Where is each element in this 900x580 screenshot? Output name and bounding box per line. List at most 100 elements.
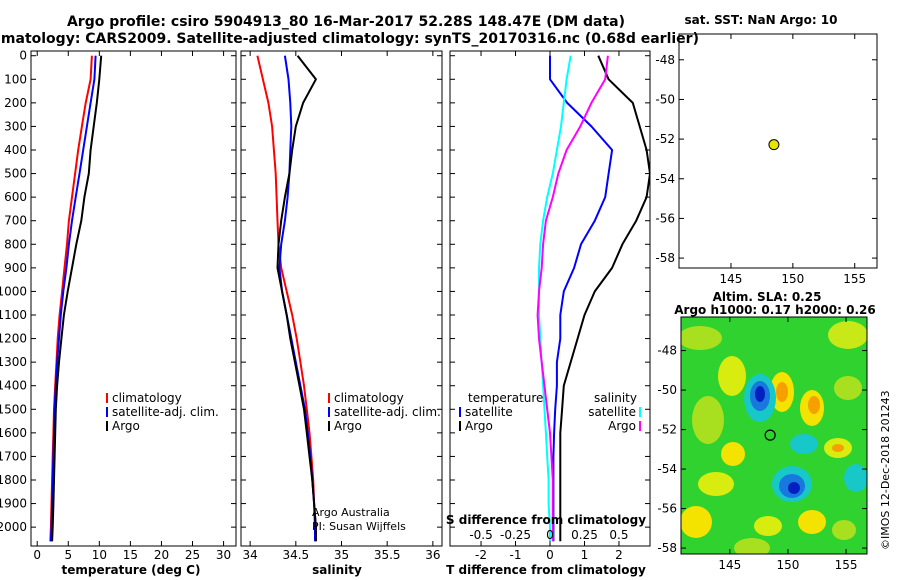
difference-temp-legend-label: satellite [465,405,513,419]
salinity-legend-swatch [328,421,330,431]
salinity-line-climatology [256,55,317,542]
sla-anomaly-blobs [681,321,867,554]
credit-line1: Argo Australia [312,506,390,519]
salinity-legend-label: climatology [334,391,404,405]
figure-title-line1: Argo profile: csiro 5904913_80 16-Mar-20… [67,14,625,30]
difference-legend: temperaturesatelliteArgosalinitysatellit… [459,391,641,433]
sla-map-y-tick-label: -54 [657,462,677,476]
depth-tick-label: 1200 [0,332,27,346]
sla-blob [681,506,712,538]
salinity-legend-swatch [328,393,330,403]
sla-map-title-line2: Argo h1000: 0.17 h2000: 0.26 [674,303,875,317]
sla-blob [832,520,856,540]
temperature-x-tick-label: 15 [123,548,138,562]
depth-tick-label: 700 [4,214,27,228]
sst-map-y-tick-label: -48 [655,53,675,67]
difference-sal-legend-label: Argo [608,419,636,433]
depth-tick-label: 300 [4,119,27,133]
salinity-x-label: salinity [312,563,362,577]
difference-line-temperature-satellite [549,55,614,542]
sla-blob [828,321,867,349]
difference-top-tick-label: -0.5 [469,528,492,542]
sla-blob [788,482,800,494]
sla-map-frame [680,316,868,555]
sla-map-y-tick-label: -56 [657,502,677,516]
sst-map-y-tick-label: -52 [655,132,675,146]
sst-map-x-tick-label: 150 [781,272,804,286]
temperature-legend-label: Argo [112,419,140,433]
temperature-x-tick-label: 30 [216,548,231,562]
temperature-series [49,55,103,542]
depth-tick-label: 2000 [0,520,27,534]
sla-map-panel: Altim. SLA: 0.25 Argo h1000: 0.17 h2000:… [657,290,892,572]
depth-tick-label: 600 [4,190,27,204]
temperature-x-tick-label: 5 [64,548,72,562]
temperature-x-tick-label: 10 [92,548,107,562]
sla-blob [721,442,745,466]
figure-title-line2: Climatology: CARS2009. Satellite-adjuste… [0,31,699,47]
depth-tick-label: 1900 [0,497,27,511]
sla-blob [844,464,867,492]
difference-legend-title: temperature [468,391,543,405]
temperature-legend-swatch [106,407,108,417]
temperature-legend-swatch [106,421,108,431]
difference-x-tick-label: -2 [475,548,487,562]
sst-map-y-tick-label: -58 [655,251,675,265]
salinity-x-ticks: 34 34.5 35 35.5 36 [241,51,442,562]
sla-blob [718,356,746,396]
sla-map-y-tick-label: -48 [657,344,677,358]
depth-tick-label: 900 [4,261,27,275]
sst-map-x-tick-label: 155 [843,272,866,286]
difference-axes-frame [449,50,651,547]
salinity-legend-label: Argo [334,419,362,433]
difference-sal-legend-swatch [639,407,641,417]
depth-tick-label: 1100 [0,308,27,322]
temperature-line-satellite-adj-clim- [49,55,97,542]
difference-temp-legend-swatch [459,421,461,431]
temperature-x-tick-label: 25 [185,548,200,562]
sst-map-marks [768,139,780,151]
sla-blob [834,376,862,400]
salinity-x-tick-label: 34.5 [282,548,309,562]
difference-x-label: T difference from climatology [446,563,646,577]
sst-map-panel: sat. SST: NaN Argo: 10 145 150 155 -48 -50 -5… [655,13,878,286]
sla-blob [754,516,782,536]
temperature-x-label: temperature (deg C) [62,563,201,577]
depth-tick-label: 1600 [0,426,27,440]
salinity-legend-swatch [328,407,330,417]
sla-map-ticks: 145 150 155 -48 -50 -52 -54 -56 -58 [657,317,867,572]
sla-map-x-tick-label: 145 [718,558,741,572]
depth-tick-labels: 0 100 200 300 400 500 600 700 800 900 1000 1100 1200… [0,49,27,534]
depth-tick-label: 800 [4,237,27,251]
salinity-panel: 34 34.5 35 35.5 36 salinity climatologysatel… [240,50,443,577]
salinity-x-tick-label: 34 [242,548,257,562]
sla-map-marks [764,429,776,441]
difference-x-tick-label: 2 [615,548,623,562]
sla-blob [698,472,734,496]
sst-map-ticks: 145 150 155 -48 -50 -52 -54 -56 -58 [655,34,877,286]
sst-map-x-tick-label: 145 [720,272,743,286]
sst-map-frame [678,33,878,269]
difference-temp-legend-label: Argo [465,419,493,433]
sst-map-y-tick-label: -56 [655,211,675,225]
depth-tick-label: 400 [4,143,27,157]
sla-map-float-marker [764,429,776,441]
sla-blob [681,326,722,350]
difference-line-salinity-argo [536,55,609,542]
sla-map-x-tick-label: 155 [835,558,858,572]
difference-legend-title: salinity [594,391,637,405]
depth-tick-label: 1400 [0,379,27,393]
difference-top-tick-label: -0.25 [500,528,531,542]
salinity-series [256,55,317,542]
depth-tick-label: 1500 [0,402,27,416]
temperature-x-tick-label: 0 [33,548,41,562]
credit-line2: PI: Susan Wijffels [312,520,406,533]
difference-top-tick-label: 0.25 [571,528,598,542]
difference-top-ticks: -0.5 -0.25 0 0.25 0.5 [469,528,628,542]
depth-tick-label: 100 [4,72,27,86]
difference-line-temperature-argo [559,55,650,542]
sst-map-title: sat. SST: NaN Argo: 10 [684,13,837,27]
difference-top-tick-label: 0.5 [609,528,628,542]
